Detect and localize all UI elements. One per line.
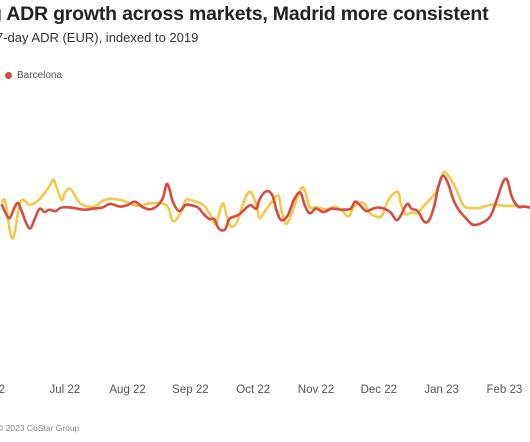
chart-legend: Barcelona — [5, 70, 62, 81]
x-tick-label: Jan 23 — [424, 384, 459, 396]
x-tick-label: Oct 22 — [236, 384, 270, 396]
chart-title: g ADR growth across markets, Madrid more… — [0, 3, 489, 25]
source-text: 2023 CoStar Group — [5, 423, 80, 433]
series-group — [0, 170, 530, 240]
x-tick-label: 2 — [0, 384, 5, 396]
x-tick-label: Aug 22 — [109, 384, 145, 396]
source-credit: © 2023 CoStar Group — [0, 423, 80, 433]
x-tick-label: Jul 22 — [49, 384, 80, 396]
chart-subtitle: 7-day ADR (EUR), indexed to 2019 — [0, 30, 199, 45]
series-line-barcelona — [0, 174, 530, 232]
x-axis: 2 Jul 22 Aug 22 Sep 22 Oct 22 Nov 22 Dec 22 Jan… — [0, 384, 522, 396]
legend-label-barcelona: Barcelona — [17, 70, 63, 81]
x-tick-label: Nov 22 — [298, 384, 334, 396]
series-line-0 — [0, 170, 530, 240]
x-tick-label: Dec 22 — [361, 384, 397, 396]
x-tick-label: Feb 23 — [486, 384, 522, 396]
legend-swatch-barcelona — [5, 72, 12, 79]
x-tick-label: Sep 22 — [172, 384, 208, 396]
